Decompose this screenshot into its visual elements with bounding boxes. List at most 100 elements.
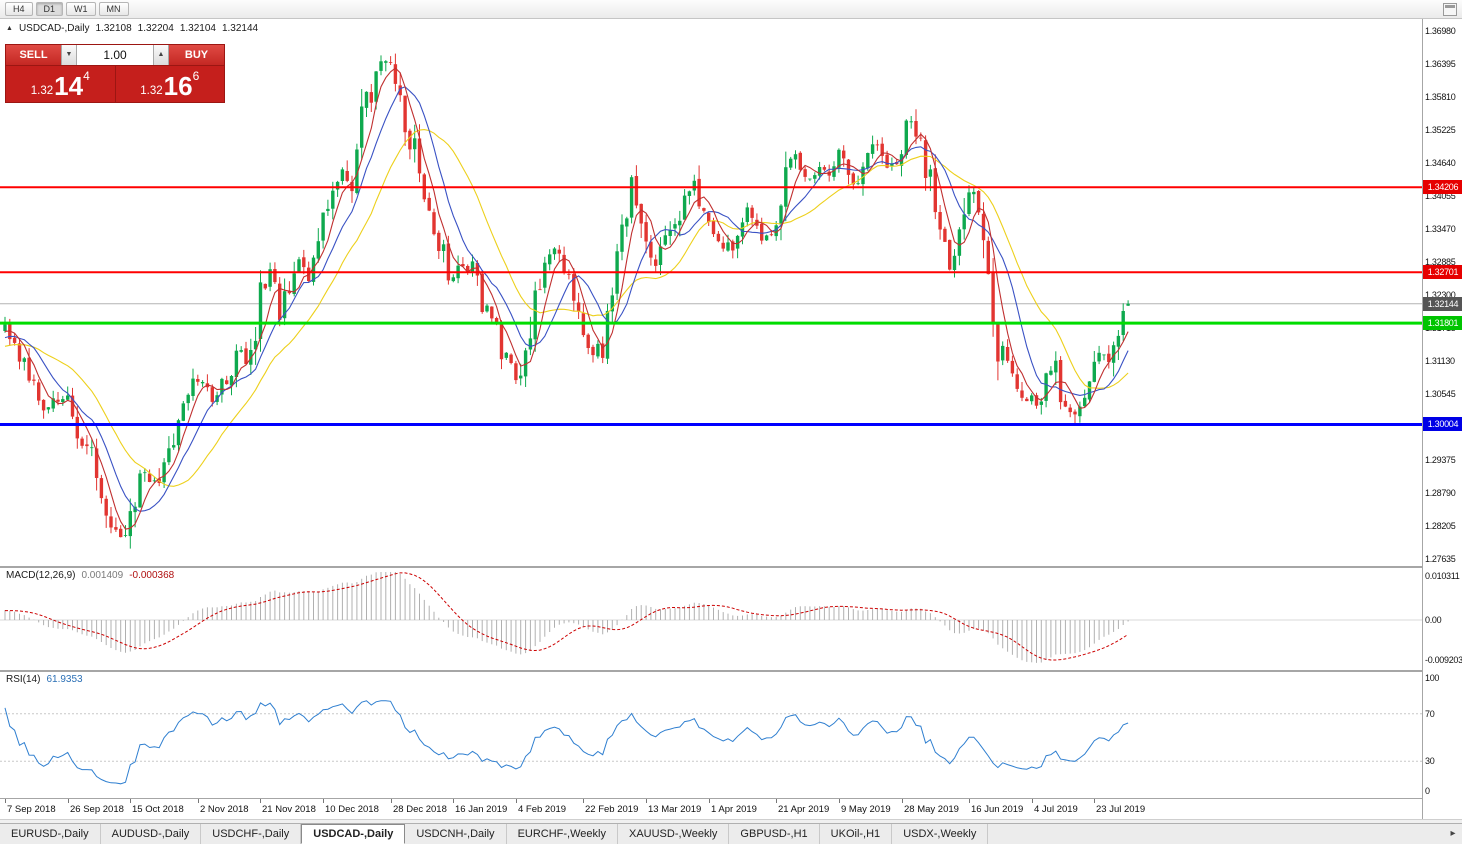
tab-usdchf-daily[interactable]: USDCHF-,Daily: [201, 824, 302, 844]
rsi-axis-label: 0: [1425, 786, 1430, 796]
axis-vertical-divider: [1422, 19, 1423, 819]
price-axis-label: 1.36395: [1425, 58, 1456, 69]
date-axis-label: 16 Jun 2019: [971, 804, 1024, 815]
pane-splitter-macd[interactable]: [0, 566, 1462, 568]
date-axis-label: 2 Nov 2018: [200, 804, 249, 815]
date-axis-label: 15 Oct 2018: [132, 804, 184, 815]
tab-usdx-weekly[interactable]: USDX-,Weekly: [892, 824, 989, 844]
tab-ukoil-h1[interactable]: UKOil-,H1: [820, 824, 893, 844]
price-axis[interactable]: 1.36980 1.36395 1.35810 1.35225 1.34640 1.340…: [1423, 19, 1462, 799]
date-tick: [969, 799, 970, 803]
price-axis-label: 1.28205: [1425, 521, 1456, 532]
timeframe-toolbar: H4 D1 W1 MN: [0, 0, 1462, 19]
time-axis[interactable]: 7 Sep 2018 26 Sep 2018 15 Oct 2018 2 Nov 20…: [0, 799, 1422, 819]
window-bottom-strip: [0, 819, 1462, 823]
rsi-axis-label: 100: [1425, 673, 1440, 683]
price-axis-label: 1.29375: [1425, 454, 1456, 465]
chart-symbol-label: USDCAD-,Daily: [18, 23, 90, 34]
date-axis-label: 13 Mar 2019: [648, 804, 702, 815]
tab-xauusd-weekly[interactable]: XAUUSD-,Weekly: [618, 824, 730, 844]
timeframe-button-w1[interactable]: W1: [66, 2, 96, 16]
price-axis-label: 1.33470: [1425, 223, 1456, 234]
macd-axis-label: 0.00: [1425, 615, 1442, 625]
tab-list: EURUSD-,Daily AUDUSD-,Daily USDCHF-,Daily U…: [0, 824, 989, 844]
price-axis-label: 1.32885: [1425, 256, 1456, 267]
buy-button[interactable]: BUY: [169, 45, 224, 65]
date-tick: [709, 799, 710, 803]
date-axis-label: 1 Apr 2019: [711, 804, 757, 815]
price-level-badge: 1.30004: [1423, 417, 1462, 432]
date-tick: [646, 799, 647, 803]
tab-scroll-right-button[interactable]: ▸: [1450, 828, 1456, 839]
price-level-badge: 1.32701: [1423, 265, 1462, 280]
price-axis-label: 1.34055: [1425, 190, 1456, 201]
tab-audusd-daily[interactable]: AUDUSD-,Daily: [101, 824, 202, 844]
buy-price-display[interactable]: 1.32 16 6: [115, 66, 224, 102]
date-axis-label: 16 Jan 2019: [455, 804, 508, 815]
date-tick: [1094, 799, 1095, 803]
date-axis-label: 23 Jul 2019: [1096, 804, 1146, 815]
quote-open: 1.32108: [95, 23, 132, 34]
bid-price-badge: 1.32144: [1423, 296, 1462, 311]
tab-usdcad-daily[interactable]: USDCAD-,Daily: [301, 824, 406, 844]
main-price-chart[interactable]: [0, 19, 1423, 566]
date-axis-label: 4 Jul 2019: [1034, 804, 1078, 815]
date-tick: [583, 799, 584, 803]
volume-down-button[interactable]: ▼: [61, 45, 77, 65]
date-tick: [453, 799, 454, 803]
price-axis-label: 1.34640: [1425, 157, 1456, 168]
date-axis-label: 22 Feb 2019: [585, 804, 639, 815]
price-axis-label: 1.27635: [1425, 554, 1456, 565]
price-axis-label: 1.35225: [1425, 124, 1456, 135]
macd-axis-label: -0.009203: [1425, 654, 1462, 665]
date-tick: [1032, 799, 1033, 803]
date-tick: [839, 799, 840, 803]
price-axis-label: 1.28790: [1425, 488, 1456, 498]
rsi-label: RSI(14) 61.9353: [6, 674, 83, 685]
date-tick: [260, 799, 261, 803]
price-level-badge: 1.31801: [1423, 316, 1462, 331]
timeframe-button-h4[interactable]: H4: [5, 2, 33, 16]
price-axis-label: 1.32300: [1425, 289, 1456, 300]
timeframe-buttons: H4 D1 W1 MN: [5, 2, 129, 16]
tab-eurusd-daily[interactable]: EURUSD-,Daily: [0, 824, 101, 844]
macd-label: MACD(12,26,9) 0.001409 -0.000368: [6, 570, 174, 581]
tab-gbpusd-h1[interactable]: GBPUSD-,H1: [729, 824, 820, 844]
chart-tab-bar: EURUSD-,Daily AUDUSD-,Daily USDCHF-,Daily U…: [0, 823, 1462, 844]
tab-usdcnh-daily[interactable]: USDCNH-,Daily: [405, 824, 507, 844]
date-tick: [776, 799, 777, 803]
volume-input[interactable]: [77, 45, 153, 65]
rsi-indicator-pane[interactable]: [0, 672, 1423, 798]
price-axis-label: 1.31130: [1425, 355, 1455, 366]
sell-price-point: 4: [83, 69, 90, 83]
macd-axis-label: 0.010311: [1425, 570, 1460, 581]
quote-high: 1.32204: [137, 23, 174, 34]
sell-button[interactable]: SELL: [6, 45, 61, 65]
chart-window-icon[interactable]: [1443, 2, 1457, 16]
axis-divider: [0, 798, 1462, 799]
timeframe-button-d1[interactable]: D1: [35, 2, 64, 16]
rsi-value: 61.9353: [46, 674, 83, 685]
rsi-axis-label: 30: [1425, 756, 1435, 767]
price-level-badge: 1.34206: [1423, 180, 1462, 195]
sell-price-base: 1.32: [30, 85, 54, 97]
date-tick: [5, 799, 6, 803]
date-axis-label: 21 Nov 2018: [262, 804, 316, 815]
date-axis-label: 26 Sep 2018: [70, 804, 124, 815]
pane-splitter-rsi[interactable]: [0, 670, 1462, 672]
chart-symbol-icon: ▲: [6, 25, 13, 32]
volume-up-button[interactable]: ▲: [153, 45, 169, 65]
macd-main-value: 0.001409: [81, 570, 124, 581]
macd-indicator-pane[interactable]: [0, 568, 1423, 670]
rsi-name: RSI(14): [6, 674, 41, 685]
tab-eurchf-weekly[interactable]: EURCHF-,Weekly: [507, 824, 618, 844]
sell-price-display[interactable]: 1.32 14 4: [6, 66, 115, 102]
timeframe-button-mn[interactable]: MN: [98, 2, 129, 16]
sell-price-pips: 14: [54, 71, 84, 101]
date-axis-label: 28 May 2019: [904, 804, 959, 815]
date-axis-label: 7 Sep 2018: [7, 804, 56, 815]
date-axis-label: 10 Dec 2018: [325, 804, 379, 815]
date-tick: [68, 799, 69, 803]
date-tick: [323, 799, 324, 803]
